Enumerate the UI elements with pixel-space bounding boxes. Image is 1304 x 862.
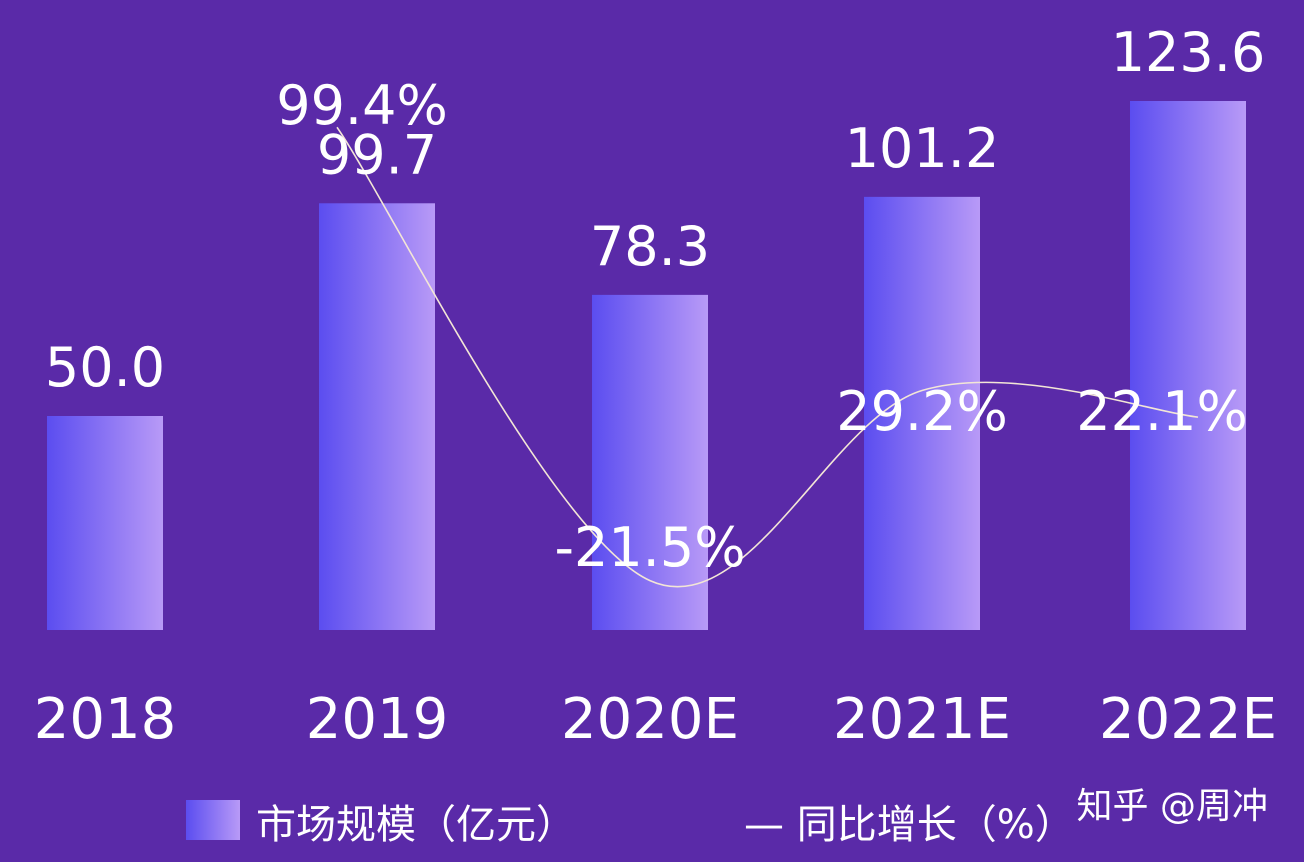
legend-bar-swatch <box>186 800 240 840</box>
bar-value-label: 99.7 <box>317 123 437 186</box>
x-tick-label: 2020E <box>561 687 739 752</box>
labels-layer: 50.0 99.7 78.3 101.2 123.6 99.4% -21.5% 29.2% 22… <box>45 21 1265 579</box>
bar-2022E <box>1130 100 1246 630</box>
growth-line-layer <box>336 126 1199 588</box>
watermark: 知乎 @周冲 <box>1077 786 1268 827</box>
legend-label-growth: — 同比增长（%） <box>744 802 1075 848</box>
bar-value-label: 50.0 <box>45 336 165 399</box>
watermark-text: 知乎 @周冲 <box>1077 786 1268 827</box>
legend-label-market-size: 市场规模（亿元） <box>256 802 576 848</box>
x-tick-label: 2019 <box>306 687 449 752</box>
bar-value-label: 101.2 <box>845 117 1000 180</box>
x-axis-ticks: 2018 2019 2020E 2021E 2022E <box>34 687 1277 752</box>
bar-value-label: 78.3 <box>590 215 710 278</box>
growth-value-label: 99.4% <box>276 74 448 137</box>
legend: 市场规模（亿元） — 同比增长（%） <box>186 800 1075 848</box>
bar-2021E <box>864 196 980 630</box>
bar-2020E <box>592 294 708 630</box>
x-tick-label: 2021E <box>833 687 1011 752</box>
growth-value-label: 29.2% <box>836 380 1008 443</box>
bar-value-label: 123.6 <box>1111 21 1266 84</box>
x-tick-label: 2018 <box>34 687 177 752</box>
growth-line <box>336 126 1199 588</box>
bars-layer <box>47 100 1246 630</box>
x-tick-label: 2022E <box>1099 687 1277 752</box>
growth-value-label: -21.5% <box>554 516 745 579</box>
growth-value-label: 22.1% <box>1076 380 1248 443</box>
bar-2018 <box>47 416 163 630</box>
bar-2019 <box>319 203 435 630</box>
